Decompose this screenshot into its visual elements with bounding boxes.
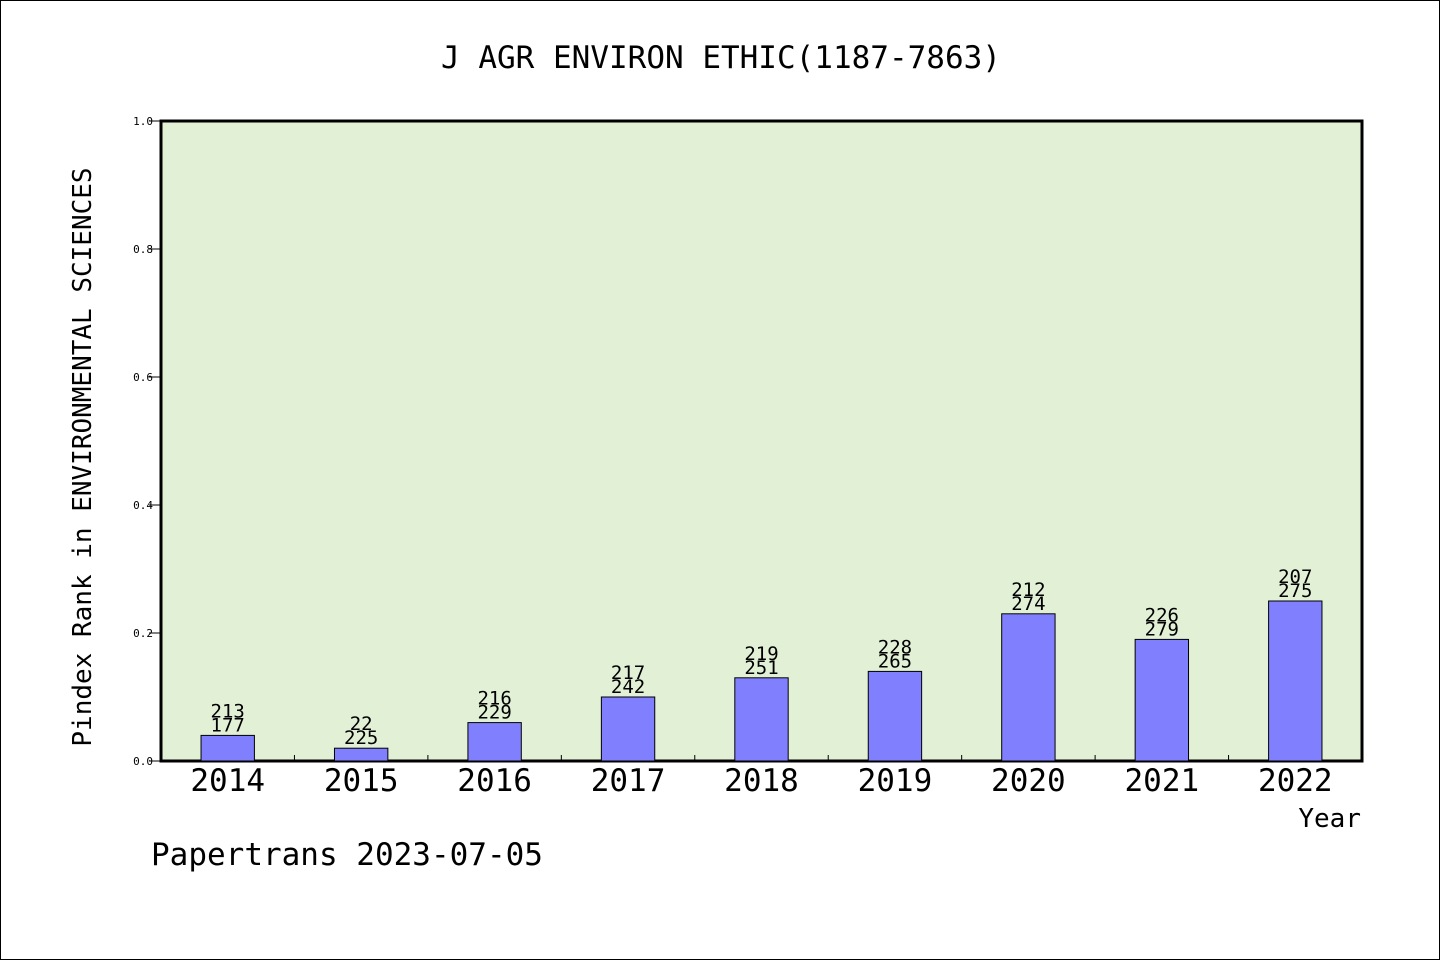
bar <box>200 734 255 762</box>
x-tick-label: 2016 <box>457 763 532 799</box>
x-tick-label: 2022 <box>1258 763 1333 799</box>
bar-label-top: 228 <box>878 636 912 658</box>
x-tick-label: 2014 <box>190 763 265 799</box>
bar <box>333 747 389 762</box>
y-tick-label: 0.0 <box>133 755 153 768</box>
bar-label-bottom: 265 <box>878 650 912 672</box>
y-axis-label: Pindex Rank in ENVIRONMENTAL SCIENCES <box>68 167 98 746</box>
bar-label-bottom: 275 <box>1278 580 1312 602</box>
y-tick-label: 0.4 <box>133 499 153 512</box>
bar <box>600 696 656 762</box>
bar-label-bottom: 229 <box>477 702 511 724</box>
x-tick-label: 2021 <box>1125 763 1200 799</box>
x-tick-label: 2019 <box>858 763 933 799</box>
bar-label-top: 226 <box>1145 604 1179 626</box>
x-tick-label: 2017 <box>591 763 666 799</box>
bar-label-bottom: 251 <box>744 657 778 679</box>
bar <box>734 677 789 762</box>
bar-label-top: 213 <box>211 700 245 722</box>
y-tick-label: 0.6 <box>133 371 153 384</box>
y-tick-label: 1.0 <box>133 115 153 128</box>
bar-label-bottom: 279 <box>1145 618 1179 640</box>
bar-label-bottom: 242 <box>611 676 645 698</box>
bar <box>1134 638 1190 762</box>
x-axis: 2014 2015 2016 2017 2018 2019 2020 2021 2022 <box>190 755 1333 799</box>
x-tick-label: 2018 <box>724 763 799 799</box>
footer-text: Papertrans 2023-07-05 <box>151 837 543 873</box>
bar <box>1268 600 1323 762</box>
bar <box>867 670 923 762</box>
bar-label-bottom: 177 <box>211 714 245 736</box>
bar <box>1001 613 1056 762</box>
y-tick-label: 0.2 <box>133 627 153 640</box>
y-tick-label: 0.8 <box>133 243 153 256</box>
bar-label-bottom: 225 <box>344 727 378 749</box>
x-tick-label: 2015 <box>324 763 399 799</box>
bar-label-top: 216 <box>477 688 511 710</box>
bar-label-top: 217 <box>611 662 645 684</box>
bar <box>467 722 522 762</box>
bar-label-top: 212 <box>1011 579 1045 601</box>
bar-label-top: 207 <box>1278 566 1312 588</box>
bar-label-top: 219 <box>744 643 778 665</box>
bar-label-bottom: 274 <box>1011 593 1045 615</box>
chart-title: J AGR ENVIRON ETHIC(1187-7863) <box>441 40 1001 76</box>
x-axis-label: Year <box>1298 804 1361 834</box>
bar-label-top: 22 <box>350 713 373 735</box>
y-axis: 0.0 0.2 0.4 0.6 0.8 1.0 <box>133 115 161 768</box>
x-tick-label: 2020 <box>991 763 1066 799</box>
